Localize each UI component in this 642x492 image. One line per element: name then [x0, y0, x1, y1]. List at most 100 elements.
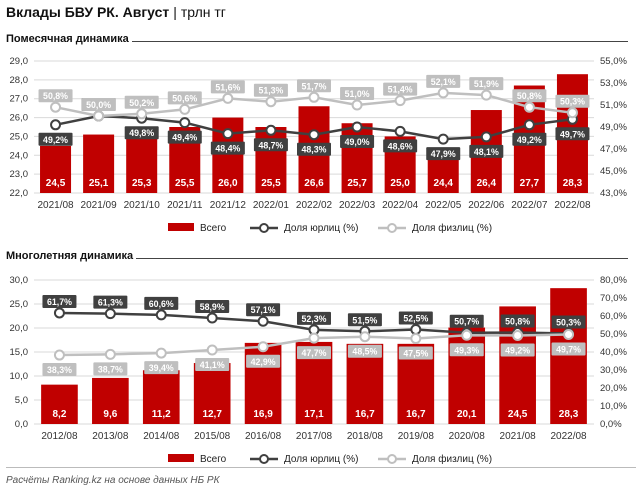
- bar: [142, 370, 180, 424]
- individual-share-point: [480, 89, 492, 101]
- x-tick-label: 2022/02: [296, 200, 333, 211]
- legend-label-individual: Доля физлиц (%): [412, 222, 492, 234]
- x-tick-label: 2021/11: [167, 200, 203, 211]
- bar: [193, 363, 231, 424]
- individual-share-value-label: 51,0%: [345, 89, 370, 99]
- individual-share-label-bg: [555, 94, 590, 108]
- individual-share-value-label: 42,9%: [251, 357, 276, 367]
- legal-share-value-label: 49,4%: [172, 133, 197, 143]
- bar-value-label: 25,5: [175, 178, 195, 189]
- individual-share-value-label: 50,3%: [560, 97, 585, 107]
- individual-share-point: [50, 101, 62, 113]
- individual-share-value-label: 49,3%: [454, 345, 479, 355]
- individual-share-value-label: 50,0%: [86, 100, 111, 110]
- legal-share-point: [523, 119, 535, 131]
- legal-share-value-label: 50,7%: [454, 317, 479, 327]
- individual-share-point: [566, 107, 578, 119]
- x-tick-label: 2022/08: [554, 200, 591, 211]
- bar: [255, 127, 287, 193]
- individual-share-point: [359, 331, 371, 343]
- x-tick-label: 2021/08: [500, 431, 537, 442]
- bar-value-label: 25,0: [390, 178, 410, 189]
- x-tick-label: 2020/08: [449, 431, 486, 442]
- legal-share-value-label: 57,1%: [251, 305, 276, 315]
- legend-label-legal: Доля юрлиц (%): [284, 454, 358, 465]
- legal-share-value-label: 60,6%: [149, 299, 174, 309]
- x-tick-label: 2022/05: [425, 200, 462, 211]
- legal-share-label-bg: [297, 311, 331, 325]
- bar: [41, 384, 78, 424]
- x-tick-label: 2019/08: [398, 431, 435, 442]
- x-tick-label: 2022/03: [339, 200, 376, 211]
- individual-share-value-label: 51,4%: [388, 85, 413, 95]
- legend-label-total: Всего: [200, 223, 227, 234]
- title-unit: трлн тг: [180, 4, 226, 20]
- legal-share-value-label: 61,3%: [98, 298, 123, 308]
- y-tick-label: 22,0: [10, 188, 29, 199]
- individual-share-label-bg: [398, 346, 433, 360]
- legal-share-label-bg: [500, 314, 535, 328]
- legend-swatch-total: [168, 223, 194, 231]
- individual-share-point: [351, 99, 363, 111]
- y-tick-label: 29,0: [10, 56, 29, 67]
- bar-value-label: 25,7: [347, 178, 367, 189]
- individual-share-point: [410, 333, 422, 344]
- individual-share-value-label: 41,1%: [200, 360, 225, 370]
- legal-share-label-bg: [124, 126, 159, 140]
- individual-share-label-bg: [253, 83, 288, 97]
- individual-share-label-bg: [210, 80, 245, 94]
- individual-share-value-label: 50,2%: [129, 98, 154, 108]
- individual-share-point: [104, 348, 116, 360]
- y2-tick-label: 40,0%: [600, 347, 627, 358]
- legal-share-value-label: 48,3%: [302, 145, 327, 155]
- legal-share-value-label: 49,7%: [560, 129, 585, 139]
- legal-share-value-label: 52,5%: [403, 314, 428, 324]
- legal-share-value-label: 61,7%: [47, 297, 72, 307]
- y2-tick-label: 30,0%: [600, 365, 627, 376]
- individual-share-value-label: 51,3%: [258, 86, 283, 96]
- bar: [40, 145, 72, 193]
- individual-share-label-bg: [38, 89, 73, 103]
- bar-value-label: 28,3: [559, 409, 579, 420]
- individual-share-label-bg: [42, 363, 77, 377]
- y-tick-label: 23,0: [10, 169, 29, 180]
- legal-share-label-bg: [246, 303, 281, 317]
- bar-value-label: 12,7: [202, 409, 222, 420]
- multiyear-chart: 0,0 5,0 10,0 15,0 20,0 25,0 30,0 0,0% 10,0% 20,0%…: [10, 275, 628, 465]
- individual-share-label-bg: [167, 91, 202, 105]
- individual-share-label-bg: [449, 343, 484, 357]
- x-tick-label: 2021/09: [81, 200, 118, 211]
- legal-share-value-label: 51,5%: [352, 315, 377, 325]
- individual-share-value-label: 49,2%: [505, 345, 530, 355]
- individual-share-point: [179, 103, 191, 115]
- x-tick-label: 2022/04: [382, 200, 419, 211]
- legal-share-label-bg: [93, 295, 128, 309]
- individual-share-point: [53, 349, 65, 361]
- individual-share-label-bg: [124, 95, 159, 109]
- y2-tick-label: 55,0%: [600, 56, 627, 67]
- individual-share-label-bg: [246, 354, 281, 368]
- x-tick-label: 2018/08: [347, 431, 384, 442]
- individual-share-value-label: 51,9%: [474, 79, 499, 89]
- legal-share-label-bg: [512, 132, 547, 146]
- page-title: Вклады БВУ РК. Август | трлн тг: [6, 4, 226, 20]
- y2-tick-label: 49,0%: [600, 122, 627, 133]
- legal-share-point: [206, 312, 218, 324]
- legal-share-label-bg: [340, 135, 375, 148]
- legal-share-value-label: 49,0%: [345, 137, 370, 147]
- monthly-chart: 22,0 23,0 24,0 25,0 26,0 27,0 28,0 29,0 43,0% 45,…: [10, 56, 628, 234]
- legal-share-label-bg: [38, 132, 73, 146]
- y-tick-label: 27,0: [10, 94, 29, 105]
- individual-share-value-label: 51,7%: [302, 81, 327, 91]
- y-tick-label: 0,0: [15, 419, 28, 430]
- bar-value-label: 24,5: [508, 409, 528, 420]
- y2-tick-label: 47,0%: [600, 144, 627, 155]
- bar-value-label: 24,4: [433, 178, 453, 189]
- y-tick-label: 30,0: [10, 275, 29, 286]
- x-tick-label: 2017/08: [296, 431, 333, 442]
- bar-value-label: 17,1: [304, 409, 324, 420]
- bar-value-label: 20,1: [457, 409, 477, 420]
- legal-share-value-label: 48,1%: [474, 147, 499, 157]
- legend-label-total: Всего: [200, 454, 227, 465]
- individual-share-point: [308, 91, 320, 103]
